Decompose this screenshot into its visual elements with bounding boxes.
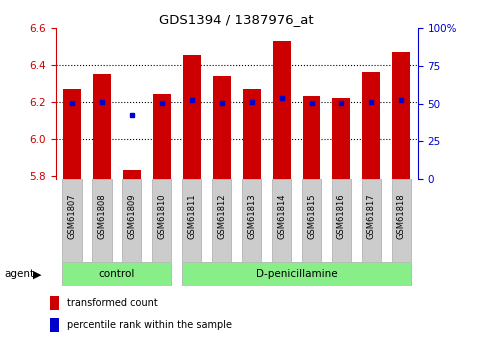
- Text: GSM61810: GSM61810: [157, 194, 166, 239]
- Text: GSM61813: GSM61813: [247, 194, 256, 239]
- Text: GSM61811: GSM61811: [187, 194, 196, 239]
- Bar: [122, 179, 142, 262]
- Bar: [50, 296, 59, 310]
- Bar: [302, 96, 321, 179]
- Bar: [92, 179, 112, 262]
- Bar: [362, 179, 381, 262]
- Text: GSM61817: GSM61817: [367, 194, 376, 239]
- Text: GSM61812: GSM61812: [217, 194, 226, 239]
- Bar: [63, 89, 81, 179]
- Text: GSM61818: GSM61818: [397, 194, 406, 239]
- Bar: [362, 72, 381, 179]
- Bar: [332, 98, 351, 179]
- Bar: [242, 89, 261, 179]
- Bar: [392, 179, 411, 262]
- Bar: [182, 262, 411, 286]
- Text: GSM61809: GSM61809: [128, 194, 136, 239]
- Text: percentile rank within the sample: percentile rank within the sample: [67, 320, 232, 330]
- Bar: [62, 179, 82, 262]
- Bar: [302, 179, 321, 262]
- Bar: [392, 52, 411, 179]
- Title: GDS1394 / 1387976_at: GDS1394 / 1387976_at: [159, 13, 314, 27]
- Bar: [332, 179, 351, 262]
- Bar: [62, 262, 171, 286]
- Bar: [153, 94, 171, 179]
- Bar: [272, 41, 291, 179]
- Text: GSM61814: GSM61814: [277, 194, 286, 239]
- Text: ▶: ▶: [33, 269, 42, 279]
- Text: GSM61808: GSM61808: [98, 194, 106, 239]
- Bar: [272, 179, 291, 262]
- Text: control: control: [99, 269, 135, 279]
- Text: agent: agent: [5, 269, 35, 279]
- Text: GSM61807: GSM61807: [68, 194, 76, 239]
- Bar: [183, 55, 201, 179]
- Bar: [212, 179, 231, 262]
- Bar: [242, 179, 261, 262]
- Text: transformed count: transformed count: [67, 298, 157, 308]
- Bar: [123, 170, 141, 179]
- Text: D-penicillamine: D-penicillamine: [256, 269, 337, 279]
- Text: GSM61816: GSM61816: [337, 194, 346, 239]
- Bar: [152, 179, 171, 262]
- Bar: [182, 179, 201, 262]
- Text: GSM61815: GSM61815: [307, 194, 316, 239]
- Bar: [93, 74, 111, 179]
- Bar: [50, 318, 59, 333]
- Bar: [213, 76, 231, 179]
